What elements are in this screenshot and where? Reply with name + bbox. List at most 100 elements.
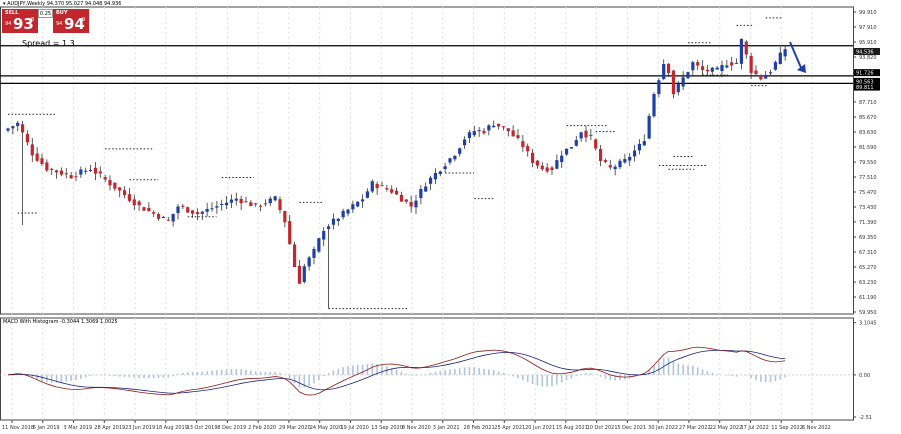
candle-body [258, 205, 263, 207]
arrow-annotation [789, 41, 806, 73]
candle-body [375, 183, 379, 189]
candle-body [477, 130, 481, 132]
price-tick-label: 65.270 [859, 265, 877, 271]
price-tick-label: 61.190 [859, 295, 877, 301]
candle-body [171, 213, 175, 222]
candle-body [69, 175, 73, 179]
candle-body [268, 198, 272, 204]
candle-body [632, 150, 637, 157]
candle-body [200, 211, 204, 214]
macd-frame [0, 317, 854, 421]
candle-body [292, 244, 297, 268]
candle-body [594, 139, 598, 149]
candle-body [142, 207, 146, 211]
price-tick-label: 93.820 [859, 55, 877, 61]
candle-body [390, 189, 394, 193]
dotted-level-markers [8, 17, 782, 310]
time-tick-label: 13 Oct 2019 [187, 425, 218, 431]
candle-body [453, 155, 457, 160]
candle-body [574, 140, 578, 146]
price-level-badge-label: 94.536 [856, 49, 874, 55]
candle-body [589, 135, 593, 137]
candle-body [560, 155, 564, 163]
candle-body [336, 218, 340, 222]
candle-body [190, 210, 195, 214]
price-tick-label: 97.910 [859, 25, 877, 31]
candle-body [322, 230, 326, 240]
time-tick-label: 6 Nov 2022 [802, 425, 831, 431]
time-tick-label: 15 Aug 2021 [556, 425, 588, 431]
time-tick-label: 8 Nov 2020 [402, 425, 431, 431]
macd-tick-label: 0.00 [859, 373, 870, 379]
candle-body [16, 122, 20, 127]
candle-body [482, 130, 486, 134]
price-tick-label: 87.710 [859, 100, 877, 106]
candle-body [506, 128, 510, 132]
candle-body [783, 49, 787, 57]
price-tick-label: 85.670 [859, 115, 877, 121]
candle-body [710, 67, 714, 72]
candle-body [152, 212, 156, 214]
price-tick-label: 77.510 [859, 175, 877, 181]
candle-body [511, 130, 515, 137]
candle-body [448, 158, 452, 163]
candle-body [399, 194, 404, 202]
price-level-badge-label: 89.811 [856, 85, 874, 91]
candle-body [244, 201, 248, 203]
candle-body [370, 181, 374, 192]
time-tick-label: 10 Oct 2021 [587, 425, 618, 431]
price-tick-label: 75.470 [859, 190, 877, 196]
candle-body [744, 41, 748, 55]
candle-body [224, 202, 229, 206]
candle-body [176, 206, 180, 214]
candle-body [516, 135, 520, 139]
horizontal-levels [0, 45, 853, 84]
time-tick-label: 17 Jul 2022 [740, 425, 768, 431]
buy-button[interactable]: BUY 94 94 9 [53, 9, 89, 33]
sell-button[interactable]: SELL 94 93 8 [2, 9, 38, 33]
candle-body [380, 185, 384, 187]
time-tick-label: 18 Aug 2019 [156, 425, 188, 431]
time-tick-label: 22 May 2022 [710, 425, 743, 431]
candle-body [20, 124, 25, 133]
candle-body [161, 216, 166, 218]
candle-body [681, 77, 685, 87]
candle-body [652, 94, 656, 117]
candle-body [205, 208, 209, 212]
time-tick-label: 25 Apr 2021 [494, 425, 525, 431]
candle-body [312, 249, 316, 258]
candle-body [754, 70, 758, 75]
price-tick-label: 71.390 [859, 220, 877, 226]
candle-body [492, 125, 496, 128]
candle-body [186, 207, 190, 213]
candle-body [40, 158, 44, 164]
candle-body [181, 205, 185, 207]
candle-body [254, 203, 258, 205]
candle-body [555, 160, 559, 169]
lot-size-input[interactable]: 0.25 [38, 9, 53, 18]
candle-body [642, 141, 646, 146]
candle-body [195, 212, 200, 215]
candle-body [74, 176, 78, 178]
candle-body [88, 169, 93, 171]
price-level-badge [854, 69, 880, 77]
candle-body [283, 211, 287, 223]
candle-body [215, 206, 219, 208]
price-level-badge-label: 91.726 [856, 71, 874, 77]
candle-body [341, 210, 345, 218]
candle-body [628, 156, 632, 161]
candle-body [472, 131, 476, 136]
candle-body [30, 144, 34, 156]
time-tick-label: 3 Mar 2019 [64, 425, 93, 431]
candle-body [108, 180, 112, 186]
candle-body [229, 199, 234, 203]
candle-body [220, 204, 224, 206]
candle-body [613, 166, 617, 170]
collapse-triangle-icon[interactable]: ▾ [3, 1, 6, 7]
candle-body [424, 186, 428, 192]
candle-body [535, 160, 540, 166]
candle-body [584, 130, 588, 138]
symbol-header: ▾ AUDJPY,Weekly 94.370 95.027 94.048 94.… [3, 1, 121, 7]
